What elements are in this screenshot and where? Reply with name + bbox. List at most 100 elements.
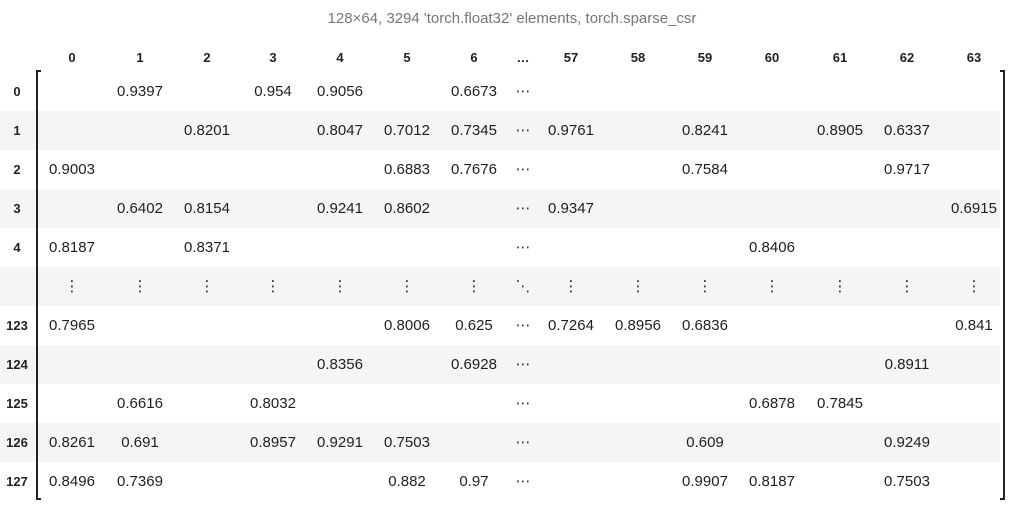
matrix-cell [243,150,303,189]
matrix-cell [375,228,439,267]
matrix-cell: 0.8602 [384,200,430,217]
matrix-cell: 0.8241 [682,122,728,139]
matrix-cell [949,72,999,111]
matrix-row: 125 0.6616 0.8032 ⋯ 0.6878 0.7845 [0,384,1000,423]
matrix-cell [175,423,239,462]
matrix-cell [243,111,303,150]
vertical-ellipsis: ⋮ [764,278,780,295]
horizontal-ellipsis: ⋯ [515,473,531,490]
matrix-cell: 0.9291 [317,434,363,451]
matrix-cell [740,189,804,228]
matrix-cell [243,228,303,267]
matrix-cell [875,72,939,111]
matrix-cell [108,150,172,189]
horizontal-ellipsis: ⋯ [515,122,531,139]
matrix-cell: 0.7676 [451,161,497,178]
matrix-cell [808,423,872,462]
horizontal-ellipsis: ⋯ [515,239,531,256]
matrix-cell [539,345,603,384]
matrix-cell [175,306,239,345]
matrix-cell [175,72,239,111]
matrix-cell [606,189,670,228]
horizontal-ellipsis: ⋯ [515,395,531,412]
matrix-cell [40,345,104,384]
matrix-cell [875,228,939,267]
matrix-cell [108,111,172,150]
matrix-cell [673,384,737,423]
matrix-cell: 0.8187 [49,239,95,256]
vertical-ellipsis: ⋮ [132,278,148,295]
matrix-cell: 0.8905 [817,122,863,139]
matrix-cell [308,306,372,345]
column-header: 60 [764,50,780,65]
matrix-row: 123 0.7965 0.8006 0.625 ⋯ 0.7264 0.8956 0.6836 0… [0,306,1000,345]
matrix-cell [308,150,372,189]
matrix-cell: 0.9717 [884,161,930,178]
column-header: 6 [470,50,478,65]
row-index-label: 123 [6,318,28,333]
matrix-cell [375,384,439,423]
column-header: 5 [403,50,411,65]
matrix-cell [308,228,372,267]
matrix-cell: 0.954 [254,83,292,100]
row-index-label [0,267,34,306]
matrix-cell: 0.882 [388,473,426,490]
matrix-cell [673,189,737,228]
row-index-label: 1 [13,123,21,138]
matrix-cell [606,111,670,150]
matrix-cell: 0.691 [121,434,159,451]
row-index-label: 125 [6,396,28,411]
matrix-cell [808,72,872,111]
matrix-cell [40,72,104,111]
matrix-cell [875,384,939,423]
column-header: 57 [563,50,579,65]
matrix-cell [949,423,999,462]
matrix-cell [949,111,999,150]
matrix-cell [40,111,104,150]
matrix-cell [308,462,372,501]
matrix-row: 4 0.8187 0.8371 ⋯ 0.8406 [0,228,1000,267]
matrix-cell: 0.7965 [49,317,95,334]
matrix-cell: 0.625 [455,317,493,334]
horizontal-ellipsis: ⋯ [515,317,531,334]
matrix-cell [108,306,172,345]
vertical-ellipsis: ⋮ [697,278,713,295]
column-header: 62 [899,50,915,65]
matrix-cell: 0.8261 [49,434,95,451]
matrix-cell [949,345,999,384]
matrix-cell: 0.8911 [884,356,930,373]
matrix-cell [243,306,303,345]
matrix-cell [539,384,603,423]
matrix-cell: 0.8956 [615,317,661,334]
column-header: 1 [136,50,144,65]
matrix-cell [539,150,603,189]
matrix-cell: 0.6337 [884,122,930,139]
matrix-cell: 0.6928 [451,356,497,373]
matrix-row: 127 0.8496 0.7369 0.882 0.97 ⋯ 0.9907 0.8187 0.7… [0,462,1000,501]
matrix-cell [442,384,506,423]
matrix-cell: 0.97 [459,473,489,490]
horizontal-ellipsis: ⋯ [515,356,531,373]
diagonal-ellipsis: ⋱ [515,278,531,295]
matrix-cell: 0.8371 [184,239,230,256]
matrix-cell [949,462,999,501]
ellipsis-row: ⋮ ⋮ ⋮ ⋮ ⋮ ⋮ ⋮ ⋱ ⋮ ⋮ ⋮ ⋮ ⋮ ⋮ ⋮ [0,267,1000,306]
matrix-cell [539,462,603,501]
vertical-ellipsis: ⋮ [899,278,915,295]
matrix-cell [442,189,506,228]
row-index-label: 0 [13,84,21,99]
matrix-cell: 0.7845 [817,395,863,412]
column-header: 58 [630,50,646,65]
matrix-cell [673,228,737,267]
right-bracket [1000,70,1005,500]
matrix-cell [539,72,603,111]
matrix-cell [606,150,670,189]
horizontal-ellipsis: ⋯ [515,161,531,178]
matrix-cell [375,72,439,111]
matrix-cell [808,306,872,345]
matrix-cell [175,150,239,189]
vertical-ellipsis: ⋮ [966,278,982,295]
matrix-cell: 0.9003 [49,161,95,178]
matrix-cell [108,228,172,267]
matrix-cell: 0.8006 [384,317,430,334]
